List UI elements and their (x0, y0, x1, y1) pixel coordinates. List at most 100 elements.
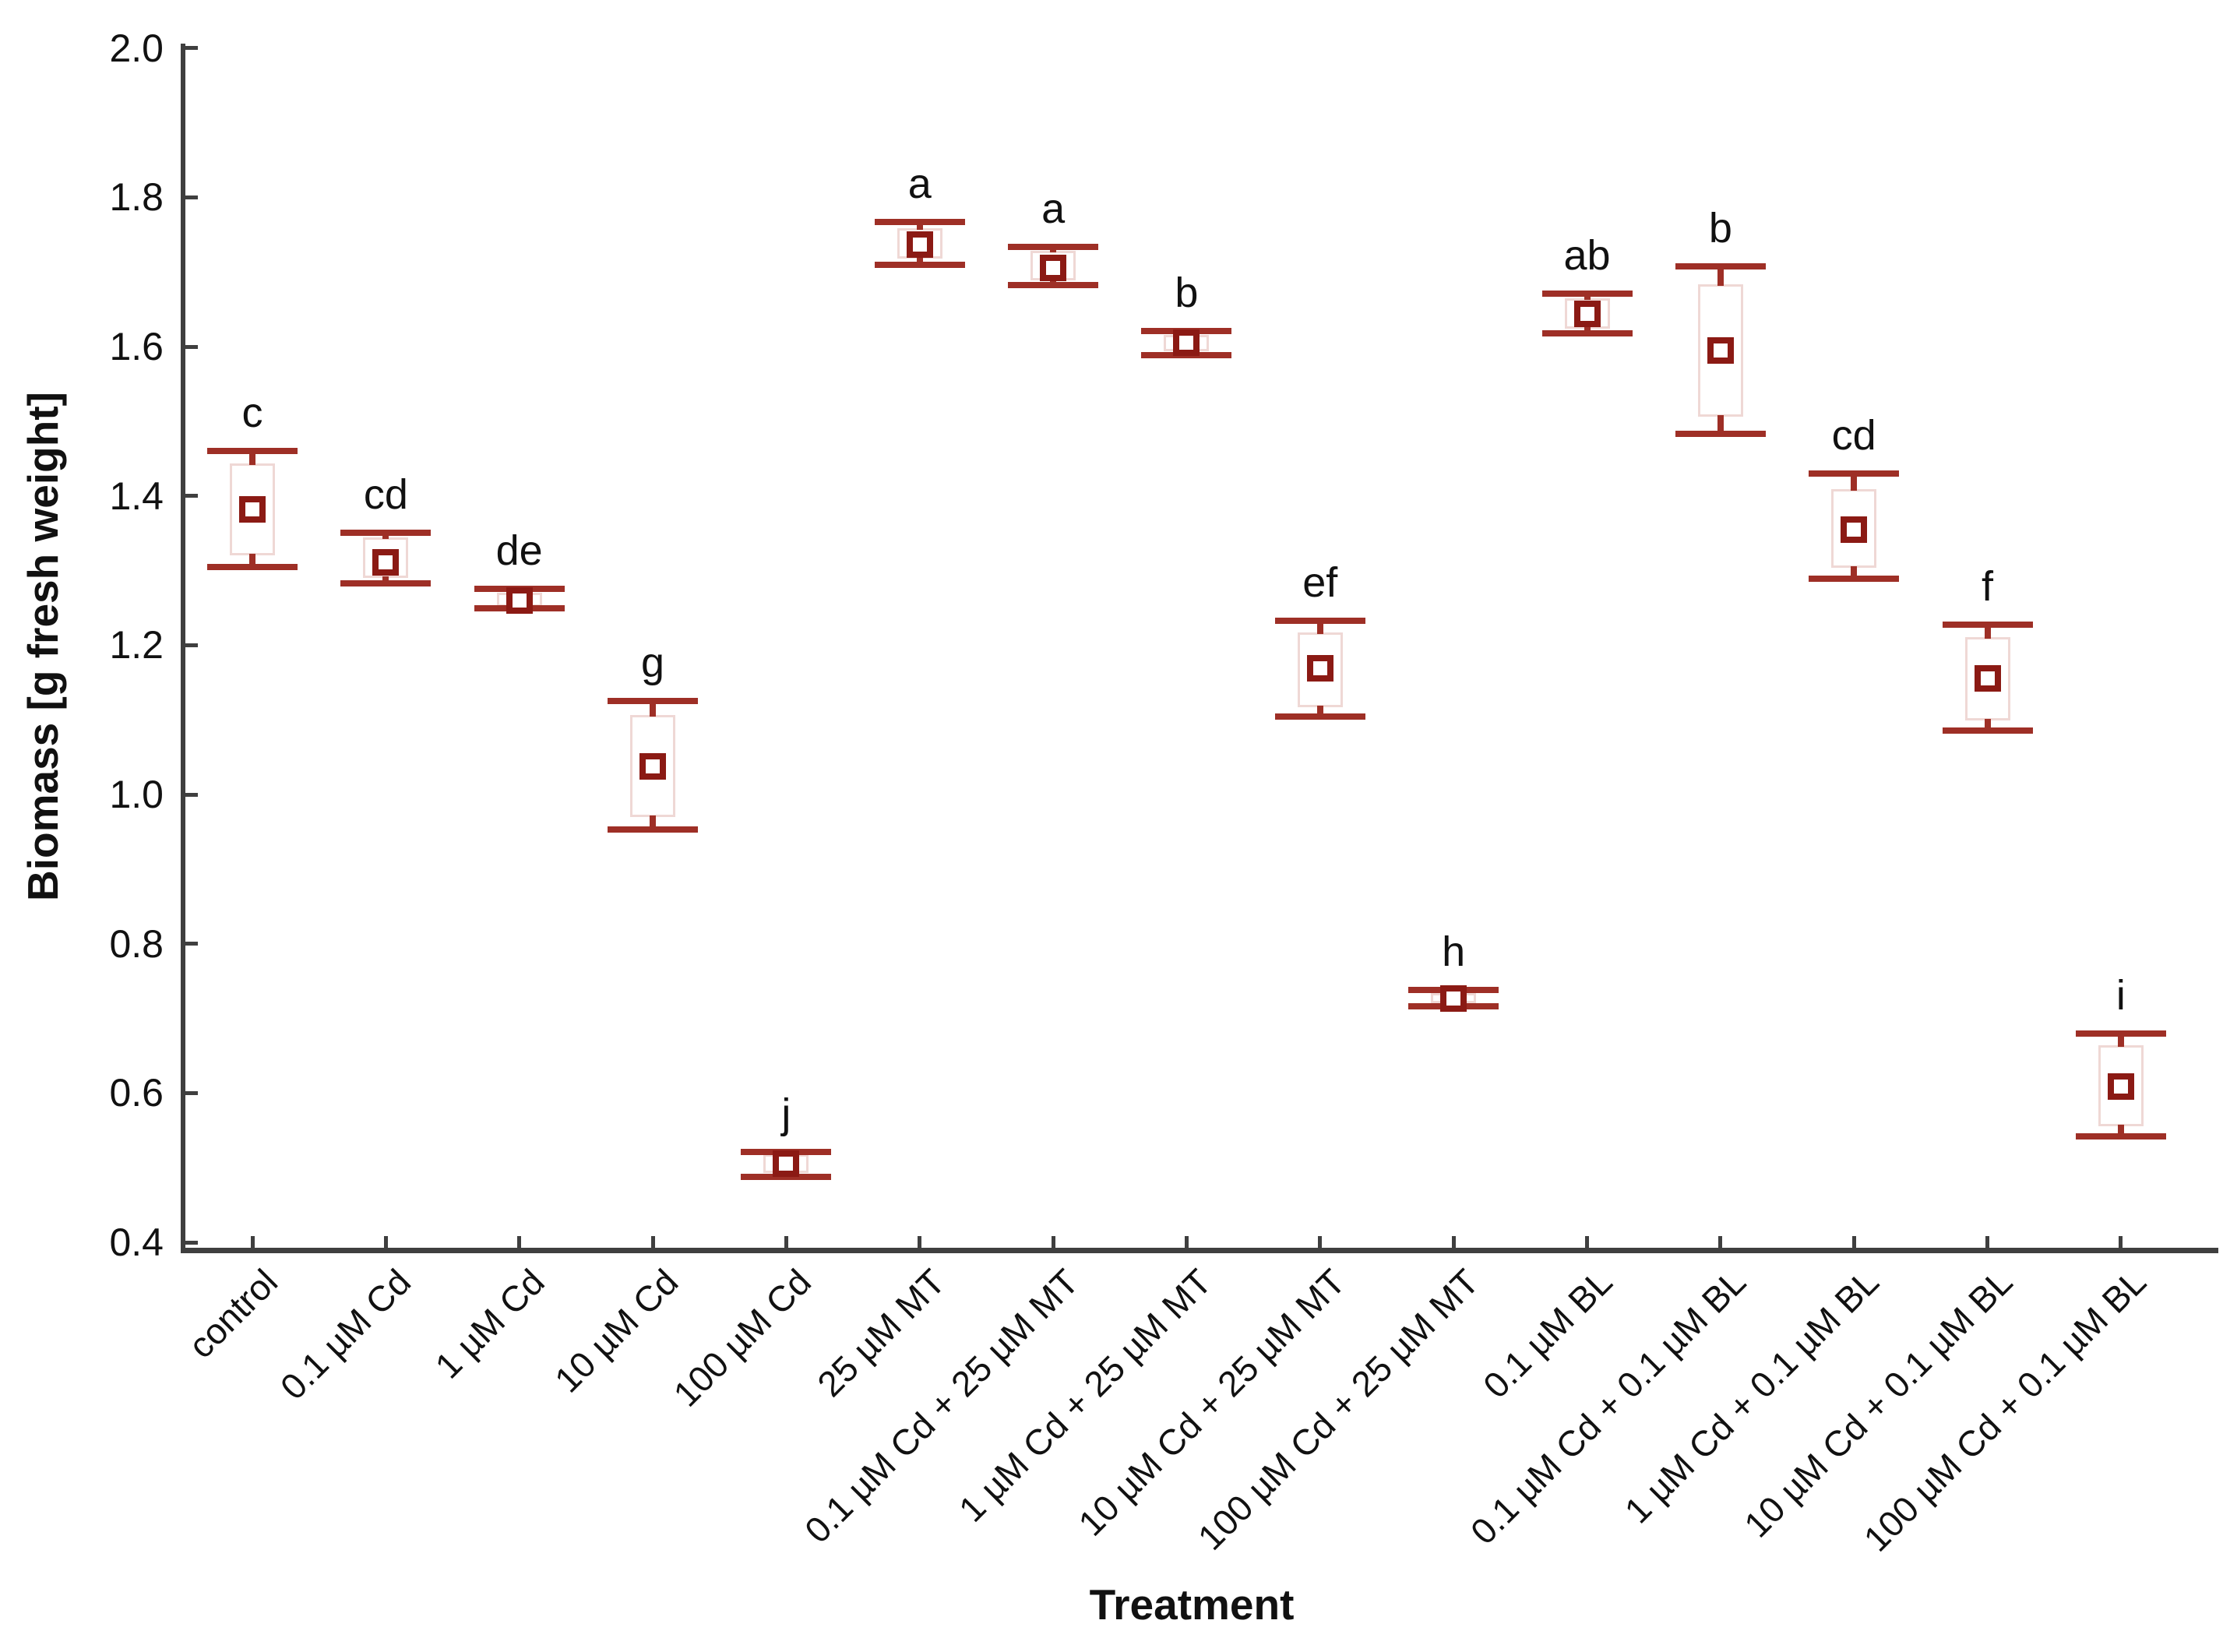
whisker-cap-bottom (1675, 431, 1766, 438)
y-axis-tick (185, 195, 198, 199)
whisker-cap-bottom (1809, 576, 1900, 583)
x-category-label-text: 1 µM Cd (427, 1261, 552, 1386)
whisker-line-bottom (1984, 719, 1991, 732)
x-category-label-text: 25 µM MT (809, 1261, 953, 1405)
significance-letter: a (907, 160, 932, 207)
significance-letter: c (241, 389, 263, 437)
whisker-line-top (249, 449, 255, 466)
whisker-line-top (1851, 471, 1858, 491)
mean-square-marker (372, 548, 400, 576)
mean-square-marker (1306, 655, 1333, 682)
y-tick-label: 2.0 (109, 26, 164, 70)
significance-letter: cd (363, 470, 408, 518)
y-tick-label: 1.8 (109, 175, 164, 220)
whisker-line-top (2117, 1031, 2124, 1048)
x-axis-tick (784, 1236, 788, 1248)
y-tick-label: 0.4 (109, 1221, 164, 1265)
x-axis-tick (1851, 1236, 1856, 1248)
significance-letter: j (781, 1090, 791, 1138)
x-axis-tick (1585, 1236, 1589, 1248)
mean-square-marker (1974, 665, 2001, 692)
whisker-line-bottom (2117, 1124, 2124, 1138)
x-category-label-text: 10 µM Cd + 0.1 µM BL (1736, 1261, 2020, 1545)
significance-letter: h (1442, 928, 1466, 976)
significance-letter: i (2116, 971, 2126, 1019)
x-axis-tick (1184, 1236, 1189, 1248)
x-category-label-text: control (180, 1261, 286, 1366)
mean-square-marker (1707, 336, 1734, 364)
whisker-cap-top (2075, 1030, 2166, 1037)
mean-square-marker (773, 1150, 800, 1178)
x-axis-tick (918, 1236, 922, 1248)
x-category-label-text: 100 µM Cd + 25 µM MT (1189, 1261, 1487, 1558)
x-category-label-text: 10 µM Cd (546, 1261, 686, 1400)
whisker-cap-top (207, 448, 298, 455)
whisker-line-top (650, 699, 657, 717)
mean-square-marker (239, 495, 266, 523)
x-axis-tick (2119, 1236, 2123, 1248)
significance-letter: ab (1563, 231, 1611, 279)
whisker-cap-top (874, 218, 965, 225)
x-axis-tick (517, 1236, 522, 1248)
mean-square-marker (506, 586, 533, 614)
y-axis-tick (185, 494, 198, 498)
y-axis-tick (185, 344, 198, 349)
y-axis-tick (185, 1240, 198, 1245)
whisker-cap-bottom (1942, 727, 2033, 734)
x-axis-line (181, 1248, 2218, 1253)
x-category-label-text: 100 µM Cd (665, 1261, 819, 1414)
mean-square-marker (906, 231, 933, 258)
whisker-line-bottom (1316, 705, 1323, 719)
whisker-cap-top (1942, 622, 2033, 629)
x-category-label-text: 10 µM Cd + 25 µM MT (1070, 1261, 1353, 1544)
mean-square-marker (1841, 516, 1868, 543)
whisker-cap-bottom (608, 826, 699, 833)
x-category-label-text: 0.1 µM Cd (272, 1261, 419, 1407)
whisker-line-bottom (249, 554, 255, 569)
y-axis-tick (185, 792, 198, 797)
y-axis-tick (185, 942, 198, 946)
y-tick-label: 1.6 (109, 325, 164, 369)
whisker-line-top (1316, 618, 1323, 635)
mean-square-marker (639, 752, 667, 780)
whisker-cap-top (1274, 617, 1365, 624)
significance-letter: b (1175, 269, 1199, 316)
significance-letter: cd (1831, 411, 1876, 459)
y-axis-line (181, 44, 185, 1253)
mean-square-marker (1173, 329, 1200, 357)
whisker-cap-top (1675, 262, 1766, 269)
x-axis-tick (1451, 1236, 1456, 1248)
significance-letter: de (495, 527, 543, 575)
y-tick-label: 1.2 (109, 623, 164, 667)
whisker-cap-bottom (2075, 1132, 2166, 1139)
y-tick-label: 1.4 (109, 474, 164, 518)
whisker-cap-bottom (1541, 329, 1633, 336)
whisker-cap-bottom (1008, 282, 1099, 289)
whisker-line-bottom (650, 815, 657, 832)
y-axis-tick (185, 46, 198, 51)
mean-square-marker (1573, 300, 1601, 327)
y-tick-label: 0.6 (109, 1071, 164, 1115)
x-category-label-text: 0.1 µM Cd + 25 µM MT (796, 1261, 1087, 1551)
x-category-label-text: 0.1 µM Cd + 0.1 µM BL (1462, 1261, 1753, 1552)
x-category-label-text: 100 µM Cd + 0.1 µM BL (1855, 1261, 2154, 1559)
y-axis-tick (185, 1090, 198, 1095)
significance-letter: b (1708, 204, 1732, 252)
x-axis-tick (1718, 1236, 1723, 1248)
x-category-label-text: 1 µM Cd + 25 µM MT (951, 1261, 1220, 1530)
significance-letter: f (1982, 563, 1994, 611)
whisker-line-top (1717, 264, 1724, 286)
whisker-cap-top (340, 529, 432, 536)
mean-square-marker (1040, 255, 1067, 282)
whisker-cap-bottom (207, 563, 298, 570)
x-category-label-text: 1 µM Cd + 0.1 µM BL (1616, 1261, 1887, 1531)
significance-letter: a (1041, 185, 1066, 232)
x-axis-tick (650, 1236, 655, 1248)
whisker-line-bottom (1851, 565, 1858, 581)
x-axis-tick (383, 1236, 388, 1248)
x-axis-title: Treatment (1089, 1580, 1295, 1629)
whisker-cap-top (1809, 470, 1900, 477)
whisker-cap-bottom (874, 261, 965, 268)
y-tick-label: 1.0 (109, 773, 164, 817)
